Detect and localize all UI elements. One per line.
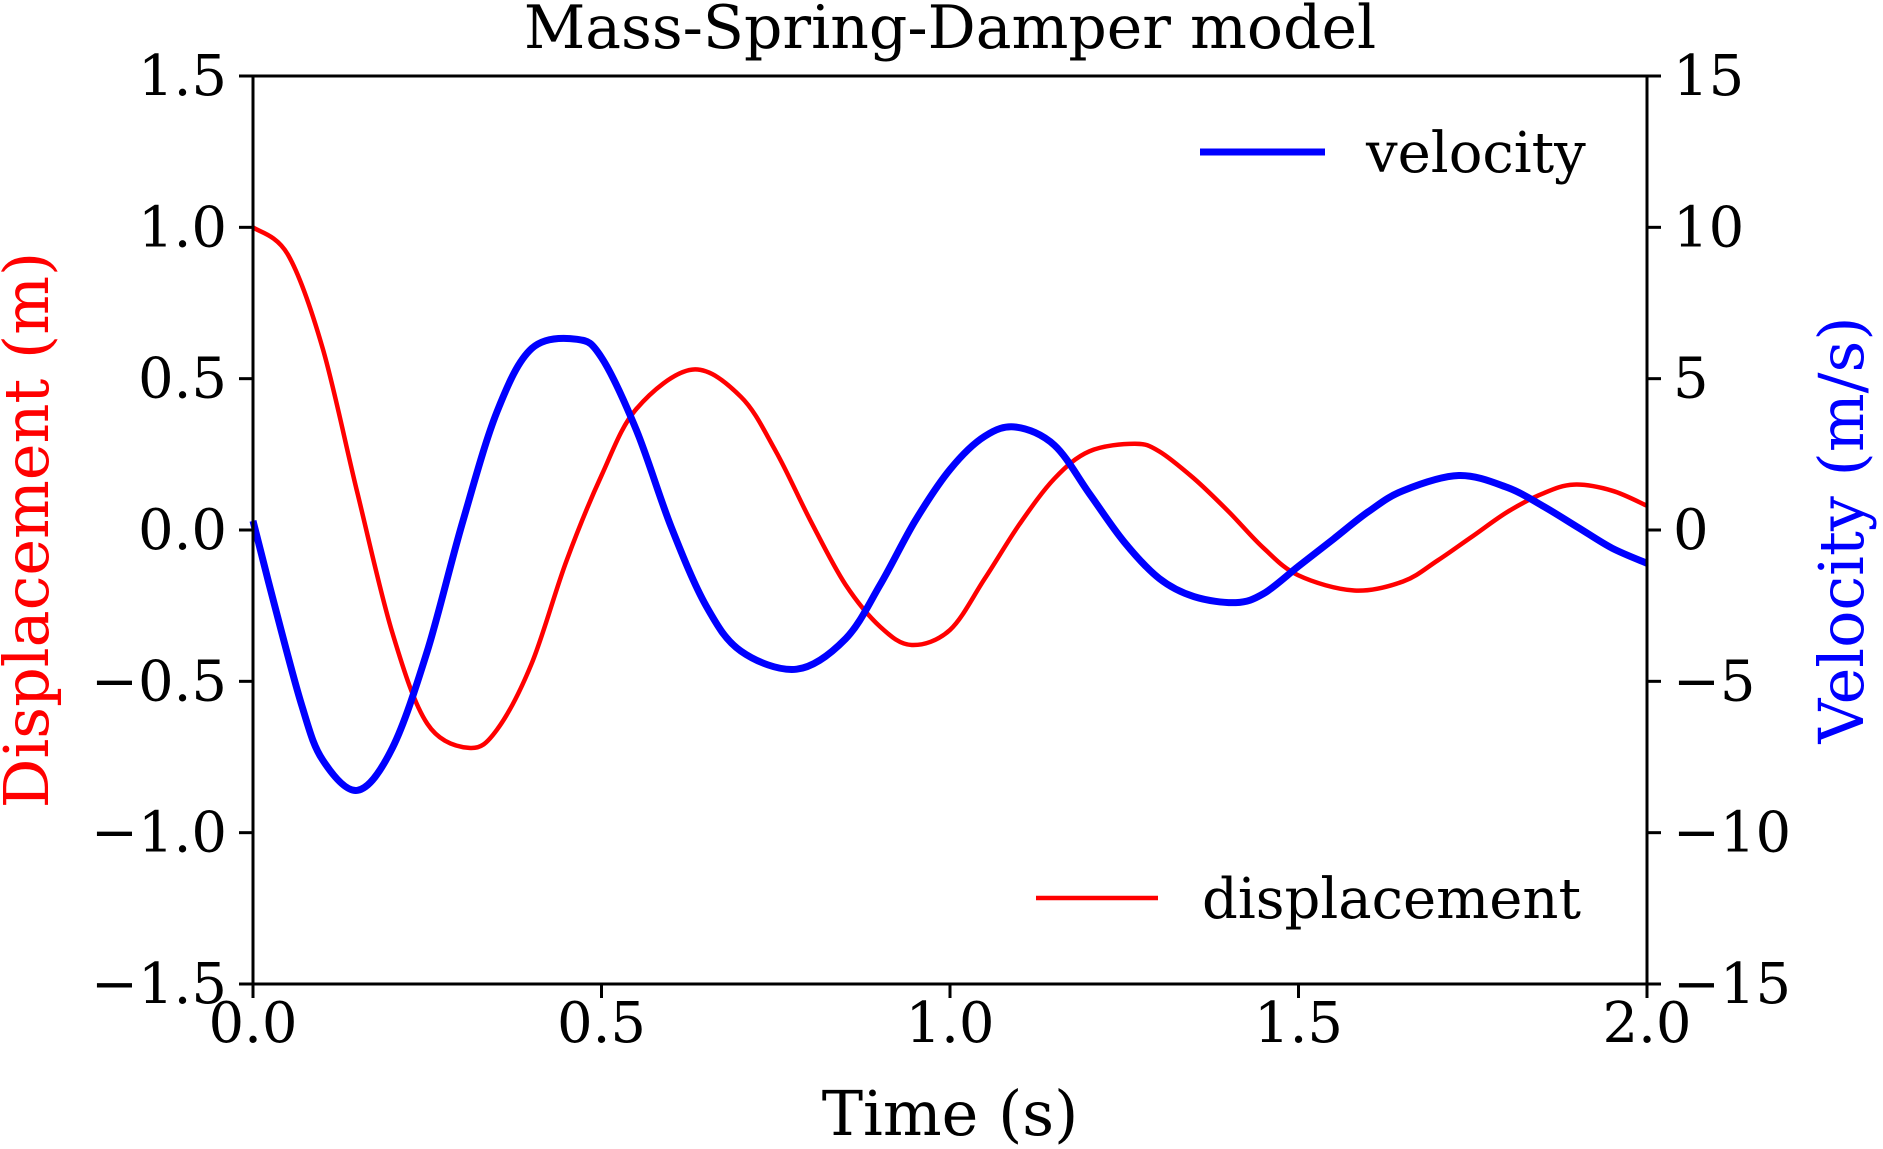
right-y-tick-label: 10 (1673, 195, 1744, 260)
right-y-axis: 15 10 5 0 −5 −10 −15 (1647, 44, 1791, 1017)
series-layer (249, 225, 1649, 794)
right-y-tick-label: 5 (1673, 347, 1709, 412)
series-line-velocity (249, 334, 1649, 794)
x-axis: 0.0 0.5 1.0 1.5 2.0 (208, 984, 1692, 1056)
left-y-axis-title: Displacement (m) (0, 252, 63, 808)
x-tick-label: 0.5 (557, 991, 646, 1056)
x-tick-label: 1.5 (1254, 991, 1343, 1056)
left-y-tick-label: −0.5 (91, 649, 227, 714)
left-y-tick-label: 0.0 (138, 498, 227, 563)
chart-title: Mass-Spring-Damper model (524, 0, 1376, 63)
right-y-tick-label: −15 (1673, 952, 1791, 1017)
x-tick-label: 0.0 (208, 991, 297, 1056)
left-y-tick-label: 1.0 (138, 195, 227, 260)
left-y-tick-label: 0.5 (138, 347, 227, 412)
legend-velocity-label: velocity (1365, 121, 1586, 186)
right-y-tick-label: 0 (1673, 498, 1709, 563)
series-line-displacement (251, 225, 1648, 751)
x-tick-label: 2.0 (1602, 991, 1691, 1056)
right-y-axis-title: Velocity (m/s) (1805, 316, 1878, 744)
right-y-tick-label: −5 (1673, 649, 1756, 714)
left-y-axis: 1.5 1.0 0.5 0.0 −0.5 −1.0 −1.5 (91, 44, 253, 1017)
left-y-tick-label: −1.5 (91, 952, 227, 1017)
left-y-tick-label: 1.5 (138, 44, 227, 109)
legend-velocity: velocity (1200, 121, 1586, 186)
legend-displacement: displacement (1036, 867, 1581, 932)
x-axis-title: Time (s) (822, 1077, 1079, 1149)
right-y-tick-label: 15 (1673, 44, 1744, 109)
right-y-tick-label: −10 (1673, 801, 1791, 866)
x-tick-label: 1.0 (905, 991, 994, 1056)
left-y-tick-label: −1.0 (91, 801, 227, 866)
legend-displacement-label: displacement (1202, 867, 1581, 932)
